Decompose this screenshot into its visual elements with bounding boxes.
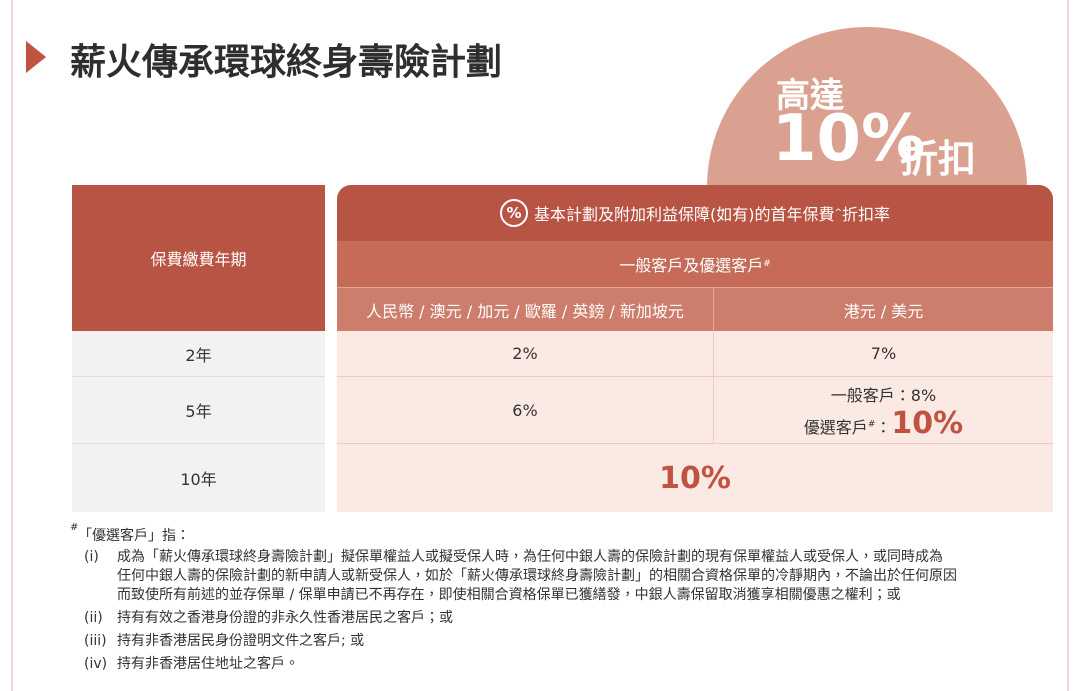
rate-all: 10%	[659, 460, 731, 496]
body-bg	[337, 331, 1053, 512]
rate-title-suffix: 折扣率	[842, 205, 891, 224]
customers-mark: #	[763, 259, 771, 269]
title: 薪火傳承環球終身壽險計劃	[70, 42, 503, 83]
preferred-colon: ：	[875, 418, 892, 437]
note-line: 而致使所有前述的並存保單 / 保單申請已不再存在，即使相關合資格保單已獲繕發，中…	[117, 587, 901, 603]
row-term: 5年	[72, 377, 325, 444]
header-term: 保費繳費年期	[72, 185, 325, 331]
customers: 一般客戶及優選客戶	[619, 256, 764, 275]
row-term: 2年	[72, 331, 325, 377]
note-text: 成為「薪火傳承環球終身壽險計劃」擬保單權益人或擬受保人時，為任何中銀人壽的保險計…	[117, 548, 957, 605]
note-label: (ii)	[84, 610, 103, 626]
note-item: (i) 成為「薪火傳承環球終身壽險計劃」擬保單權益人或擬受保人時，為任何中銀人壽的…	[84, 548, 957, 605]
edge	[1067, 0, 1069, 691]
rate-cell: 6%	[337, 377, 714, 444]
header-rate: % 基本計劃及附加利益保障(如有)的首年保費 ^ 折扣率	[337, 185, 1053, 241]
row-term: 10年	[72, 444, 325, 512]
note-list: (i) 成為「薪火傳承環球終身壽險計劃」擬保單權益人或擬受保人時，為任何中銀人壽的…	[84, 548, 957, 678]
header-currency: 人民幣 / 澳元 / 加元 / 歐羅 / 英鎊 / 新加坡元	[337, 287, 714, 331]
note-line: 任何中銀人壽的保險計劃的新申請人或新受保人，如於「薪火傳承環球終身壽險計劃」的相…	[117, 568, 957, 584]
header-customers: 一般客戶及優選客戶 #	[337, 241, 1053, 287]
rate-general: 一般客戶：8%	[830, 386, 937, 405]
preferred-label: 優選客戶	[803, 418, 868, 437]
header-currency: 港元 / 美元	[714, 287, 1053, 331]
preferred-rate: 10%	[891, 406, 964, 441]
note-title: 「優選客戶」指：	[78, 528, 190, 544]
title-arrow	[26, 41, 46, 73]
note-text: 持有非香港居住地址之客戶。	[117, 655, 299, 674]
note-line: 成為「薪火傳承環球終身壽險計劃」擬保單權益人或擬受保人時，為任何中銀人壽的保險計…	[117, 549, 943, 565]
rate-title: 基本計劃及附加利益保障(如有)的首年保費	[533, 205, 835, 224]
note-text: 持有有效之香港身份證的非永久性香港居民之客戶；或	[117, 609, 453, 628]
rate-cell: 7%	[714, 331, 1053, 377]
rate-preferred-line: 優選客戶#：10%	[714, 406, 1053, 441]
badge-line1: 高達	[776, 76, 844, 116]
note-item: (iv) 持有非香港居住地址之客戶。	[84, 655, 957, 674]
note-label: (iii)	[84, 633, 107, 649]
rate-icon: %	[499, 199, 528, 227]
note-line: 持有有效之香港身份證的非永久性香港居民之客戶；或	[117, 610, 453, 626]
note-label: (iv)	[84, 656, 108, 672]
note-item: (ii) 持有有效之香港身份證的非永久性香港居民之客戶；或	[84, 609, 957, 628]
note-text: 持有非香港居民身份證明文件之客戶; 或	[117, 632, 364, 651]
rate-cell: 一般客戶：8% 優選客戶#：10%	[714, 377, 1053, 444]
rate-cell: 2%	[337, 331, 714, 377]
note-line: 持有非香港居民身份證明文件之客戶; 或	[117, 633, 365, 649]
badge-value: 10%	[772, 102, 926, 176]
edge	[11, 0, 13, 691]
note-mark: #	[70, 522, 79, 533]
note-line: 持有非香港居住地址之客戶。	[117, 656, 299, 672]
badge-suffix: 折扣	[900, 137, 977, 181]
preferred-mark: #	[867, 419, 876, 430]
note-item: (iii) 持有非香港居民身份證明文件之客戶; 或	[84, 632, 957, 651]
rate-title-mark: ^	[834, 208, 843, 218]
note-label: (i)	[84, 549, 99, 565]
